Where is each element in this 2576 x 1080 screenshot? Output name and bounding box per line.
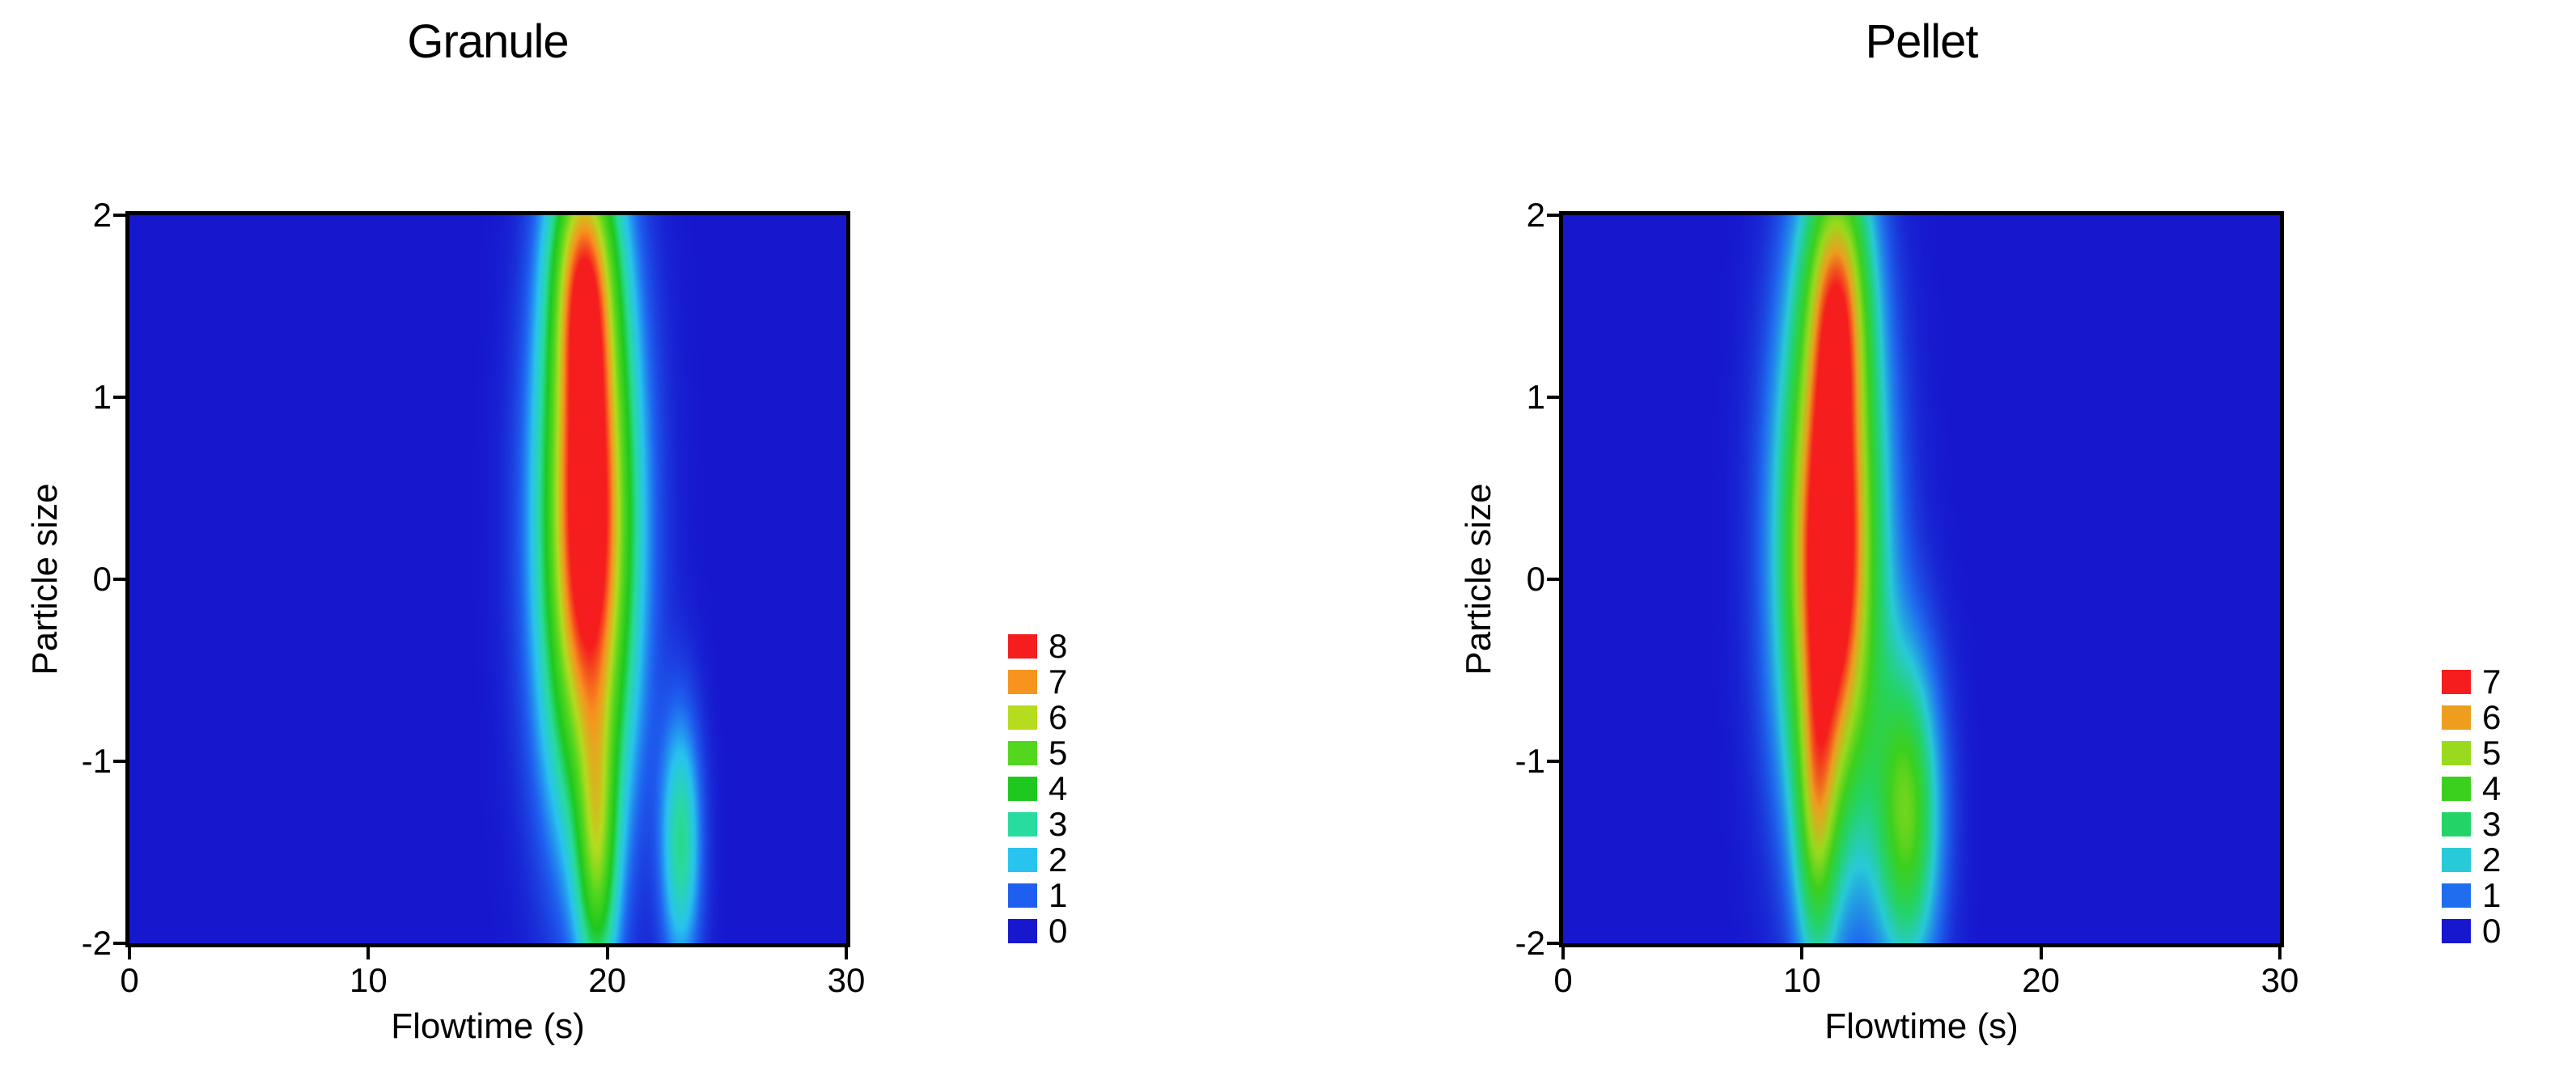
colorbar-value-label: 1 (2482, 876, 2502, 914)
colorbar-swatch (1008, 812, 1037, 836)
y-tick-label: 1 (92, 378, 112, 416)
x-tick-label: 10 (349, 961, 388, 999)
colorbar-swatch (1008, 848, 1037, 872)
x-tick-mark (366, 947, 371, 959)
y-tick-mark (113, 214, 125, 217)
x-tick-label: 0 (1553, 961, 1573, 999)
x-tick-mark (1800, 947, 1804, 959)
colorbar-swatch (2442, 741, 2471, 765)
heatmap-canvas (129, 215, 846, 943)
colorbar-value-label: 1 (1049, 876, 1068, 914)
y-tick-label: 0 (1526, 560, 1545, 598)
x-tick-mark (1561, 947, 1565, 959)
x-tick-label: 20 (2022, 961, 2061, 999)
colorbar-value-label: 7 (1049, 663, 1068, 701)
colorbar-swatch (1008, 919, 1037, 943)
x-tick-label: 30 (2260, 961, 2299, 999)
x-tick-mark (2278, 947, 2282, 959)
x-tick-mark (845, 947, 848, 959)
colorbar-value-label: 5 (2482, 734, 2502, 772)
colorbar-value-label: 2 (2482, 841, 2502, 879)
y-tick-mark (113, 578, 125, 581)
colorbar-swatch (1008, 883, 1037, 908)
colorbar-value-label: 0 (1049, 912, 1068, 950)
plot-area (125, 211, 850, 947)
y-tick-mark (113, 942, 125, 945)
colorbar-swatch (2442, 670, 2471, 694)
plot-area (1559, 211, 2284, 947)
y-tick-label: -1 (81, 742, 112, 780)
colorbar-swatch (1008, 634, 1037, 659)
x-tick-label: 10 (1782, 961, 1821, 999)
x-tick-mark (2039, 947, 2043, 959)
y-tick-mark (1547, 760, 1559, 763)
y-tick-mark (113, 396, 125, 399)
x-tick-label: 0 (120, 961, 139, 999)
colorbar-value-label: 6 (1049, 698, 1068, 736)
colorbar-swatch (1008, 777, 1037, 801)
colorbar-value-label: 4 (1049, 769, 1068, 807)
x-tick-mark (128, 947, 131, 959)
y-tick-label: 1 (1526, 378, 1545, 416)
colorbar-swatch (1008, 670, 1037, 694)
colorbar-swatch (2442, 812, 2471, 836)
y-tick-label: -1 (1515, 742, 1545, 780)
x-tick-mark (605, 947, 609, 959)
colorbar-value-label: 5 (1049, 734, 1068, 772)
colorbar-value-label: 3 (2482, 805, 2502, 843)
y-tick-label: 0 (92, 560, 112, 598)
colorbar-swatch (2442, 848, 2471, 872)
colorbar-value-label: 7 (2482, 663, 2502, 701)
y-tick-mark (1547, 396, 1559, 399)
chart-title: Pellet (1865, 15, 1978, 68)
x-axis-label: Flowtime (s) (1824, 1006, 2019, 1046)
y-tick-label: -2 (1515, 924, 1545, 962)
y-tick-mark (1547, 942, 1559, 945)
y-tick-label: 2 (1526, 196, 1545, 234)
y-tick-label: -2 (81, 924, 112, 962)
chart-title: Granule (407, 15, 569, 68)
y-tick-mark (113, 760, 125, 763)
x-tick-label: 30 (827, 961, 866, 999)
colorbar-swatch (2442, 705, 2471, 730)
colorbar-swatch (1008, 705, 1037, 730)
x-tick-label: 20 (588, 961, 627, 999)
colorbar-value-label: 3 (1049, 805, 1068, 843)
y-tick-label: 2 (92, 196, 112, 234)
colorbar-swatch (2442, 777, 2471, 801)
colorbar-value-label: 8 (1049, 627, 1068, 665)
heatmap-canvas (1563, 215, 2280, 943)
y-tick-mark (1547, 214, 1559, 217)
colorbar-value-label: 4 (2482, 769, 2502, 807)
colorbar-swatch (1008, 741, 1037, 765)
x-axis-label: Flowtime (s) (391, 1006, 585, 1046)
colorbar-swatch (2442, 883, 2471, 908)
y-tick-mark (1547, 578, 1559, 581)
colorbar-swatch (2442, 919, 2471, 943)
colorbar-value-label: 2 (1049, 841, 1068, 879)
colorbar-value-label: 0 (2482, 912, 2502, 950)
colorbar-value-label: 6 (2482, 698, 2502, 736)
